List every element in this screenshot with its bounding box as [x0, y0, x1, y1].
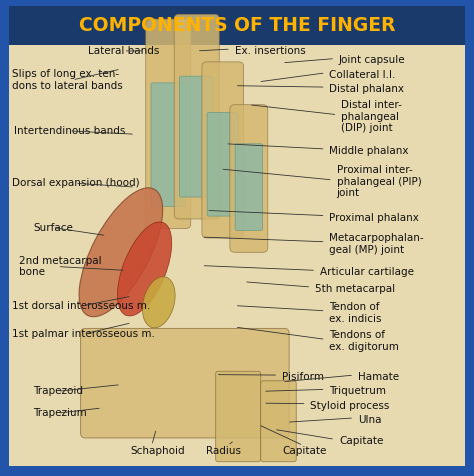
FancyBboxPatch shape: [81, 328, 289, 438]
FancyBboxPatch shape: [202, 62, 244, 238]
Text: Ulna: Ulna: [358, 415, 382, 425]
FancyBboxPatch shape: [235, 144, 263, 230]
Text: Lateral bands: Lateral bands: [88, 46, 159, 56]
Text: COMPONENTS OF THE FINGER: COMPONENTS OF THE FINGER: [79, 16, 395, 35]
Text: Joint capsule: Joint capsule: [339, 55, 406, 66]
FancyBboxPatch shape: [179, 76, 214, 197]
Text: Hamate: Hamate: [358, 372, 399, 382]
Ellipse shape: [118, 222, 172, 316]
Text: Radius: Radius: [206, 446, 241, 456]
Text: 1st palmar interosseous m.: 1st palmar interosseous m.: [12, 329, 155, 339]
Text: Trapezoid: Trapezoid: [33, 386, 83, 397]
Text: Capitate: Capitate: [282, 446, 327, 456]
FancyBboxPatch shape: [146, 19, 191, 228]
Text: Slips of long ex. ten-
dons to lateral bands: Slips of long ex. ten- dons to lateral b…: [12, 69, 123, 91]
Text: Pisiform: Pisiform: [282, 372, 324, 382]
Ellipse shape: [143, 277, 175, 328]
Text: 5th metacarpal: 5th metacarpal: [315, 284, 395, 294]
Text: Middle phalanx: Middle phalanx: [329, 146, 409, 156]
Text: Ex. insertions: Ex. insertions: [235, 46, 305, 56]
Text: Proximal phalanx: Proximal phalanx: [329, 212, 419, 223]
FancyBboxPatch shape: [174, 14, 219, 219]
Text: Distal phalanx: Distal phalanx: [329, 84, 404, 94]
Text: 2nd metacarpal
bone: 2nd metacarpal bone: [19, 256, 101, 278]
Text: 1st dorsal interosseous m.: 1st dorsal interosseous m.: [12, 300, 150, 311]
Text: Collateral l.l.: Collateral l.l.: [329, 69, 396, 80]
Text: Styloid process: Styloid process: [310, 400, 390, 411]
Text: Capitate: Capitate: [339, 436, 383, 446]
Text: Triquetrum: Triquetrum: [329, 386, 386, 397]
Text: Metacarpophalan-
geal (MP) joint: Metacarpophalan- geal (MP) joint: [329, 233, 424, 255]
FancyBboxPatch shape: [9, 45, 465, 466]
Text: Tendon of
ex. indicis: Tendon of ex. indicis: [329, 302, 382, 324]
Text: Distal inter-
phalangeal
(DIP) joint: Distal inter- phalangeal (DIP) joint: [341, 100, 402, 133]
Text: Surface: Surface: [33, 222, 73, 233]
Ellipse shape: [79, 188, 163, 317]
FancyBboxPatch shape: [151, 83, 185, 207]
Text: Trapezium: Trapezium: [33, 408, 87, 418]
FancyBboxPatch shape: [216, 371, 261, 462]
Text: Articular cartilage: Articular cartilage: [320, 267, 414, 278]
Text: Intertendinous bands: Intertendinous bands: [14, 126, 126, 136]
FancyBboxPatch shape: [207, 112, 238, 216]
Text: Tendons of
ex. digitorum: Tendons of ex. digitorum: [329, 330, 399, 352]
Text: Schaphoid: Schaphoid: [130, 446, 185, 456]
FancyBboxPatch shape: [261, 381, 296, 462]
Text: Dorsal expansion (hood): Dorsal expansion (hood): [12, 178, 139, 188]
FancyBboxPatch shape: [9, 6, 465, 45]
Text: Proximal inter-
phalangeal (PIP)
joint: Proximal inter- phalangeal (PIP) joint: [337, 165, 421, 198]
FancyBboxPatch shape: [230, 105, 268, 252]
